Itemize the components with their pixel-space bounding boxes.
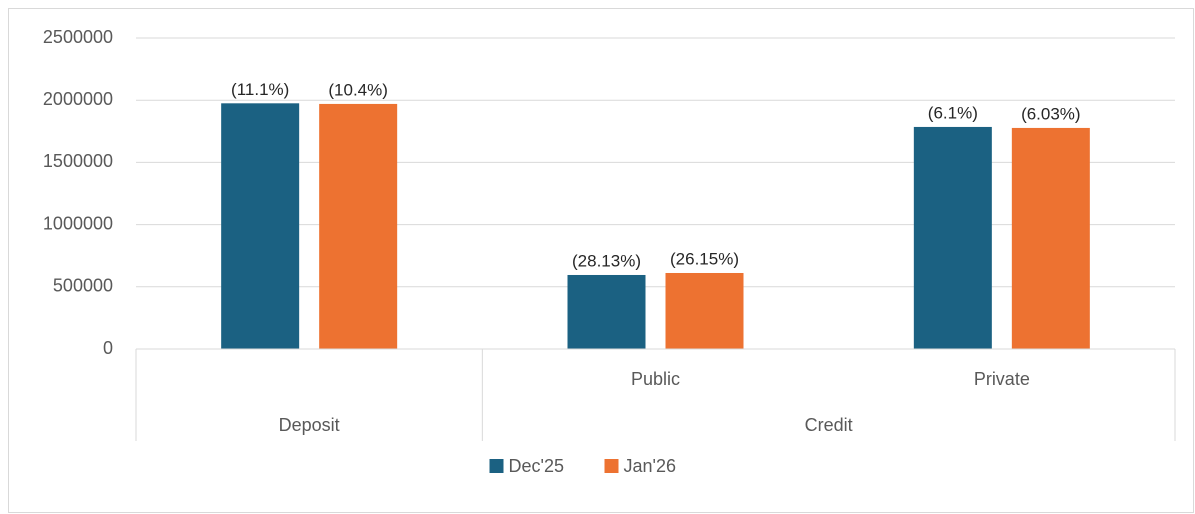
legend-swatch bbox=[489, 459, 504, 473]
bar bbox=[1011, 127, 1090, 350]
data-label: (6.03%) bbox=[1021, 104, 1081, 123]
x-tick-label: Private bbox=[974, 369, 1030, 389]
group-label: Deposit bbox=[279, 415, 340, 435]
chart-border bbox=[8, 8, 1194, 513]
legend-label: Jan'26 bbox=[624, 456, 676, 476]
bar bbox=[665, 272, 744, 349]
legend-label: Dec'25 bbox=[509, 456, 564, 476]
data-label: (26.15%) bbox=[670, 249, 739, 268]
bar bbox=[567, 274, 646, 349]
data-label: (11.1%) bbox=[231, 80, 289, 99]
x-tick-label: Public bbox=[631, 369, 680, 389]
data-label: (6.1%) bbox=[928, 103, 978, 122]
y-tick-label: 0 bbox=[103, 338, 113, 358]
y-tick-label: 2500000 bbox=[43, 27, 113, 47]
bar bbox=[913, 126, 992, 349]
y-tick-label: 1000000 bbox=[43, 213, 113, 233]
data-label: (10.4%) bbox=[328, 80, 388, 99]
y-tick-label: 500000 bbox=[53, 276, 113, 296]
bar bbox=[221, 103, 300, 349]
data-label: (28.13%) bbox=[572, 251, 641, 270]
group-label: Credit bbox=[805, 415, 853, 435]
y-tick-label: 1500000 bbox=[43, 151, 113, 171]
y-tick-label: 2000000 bbox=[43, 89, 113, 109]
bar bbox=[319, 103, 398, 349]
legend-swatch bbox=[604, 459, 619, 473]
